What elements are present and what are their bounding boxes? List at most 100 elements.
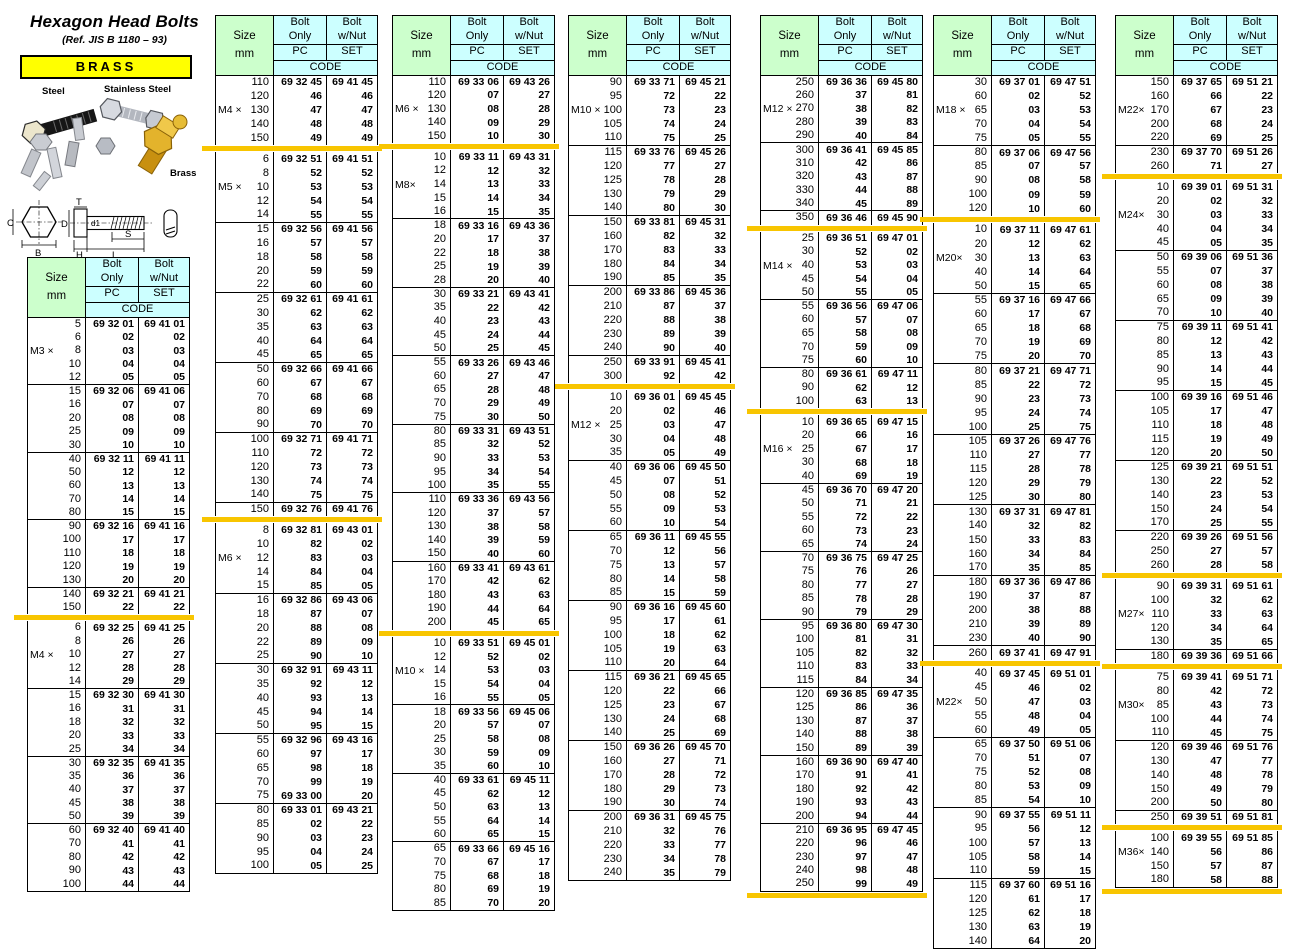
- size-cell: 130: [568, 187, 627, 201]
- pc-code-cell: 37: [991, 589, 1045, 604]
- size-value: 40: [801, 259, 814, 272]
- size-cell: 100: [933, 420, 992, 435]
- size-cell: 140: [1115, 488, 1174, 502]
- set-code-cell: 60: [503, 547, 555, 562]
- pc-code-cell: 69 33 76: [626, 144, 680, 159]
- pc-code-cell: 13: [626, 558, 680, 572]
- pc-code-cell: 23: [991, 392, 1045, 407]
- set-code-cell: 02: [138, 330, 190, 344]
- pc-code-cell: 05: [626, 446, 680, 460]
- size-value: 340: [795, 197, 814, 210]
- pc-code-cell: 49: [273, 131, 327, 145]
- size-value: 70: [974, 117, 987, 130]
- pc-code-cell: 02: [85, 330, 139, 344]
- pc-code-cell: 10: [626, 516, 680, 530]
- table-row: 25 90 10: [215, 649, 378, 663]
- table-row: 140 80 30: [568, 201, 731, 215]
- set-code-cell: 37: [138, 783, 190, 797]
- size-cell: 110: [933, 448, 992, 463]
- size-value: 85: [974, 793, 987, 806]
- table-row: 125 62 18: [933, 906, 1096, 921]
- size-cell: 12: [27, 371, 86, 385]
- size-value: 140: [1150, 845, 1169, 858]
- table-row: 100 09 59: [933, 187, 1096, 202]
- set-code-cell: 29: [138, 675, 190, 689]
- table-row: 14 84 04: [215, 565, 378, 579]
- set-code-cell: 02: [1044, 680, 1096, 696]
- size-cell: 80: [215, 404, 274, 418]
- set-code-cell: 72: [1226, 684, 1278, 698]
- size-cell: 230: [1115, 144, 1174, 159]
- pc-code-cell: 07: [626, 474, 680, 488]
- size-cell: 35: [27, 769, 86, 783]
- size-value: 65: [1156, 292, 1169, 305]
- set-code-cell: 08: [871, 326, 923, 341]
- size-cell: 55: [215, 732, 274, 747]
- header-bolt-wnut: Bolt w/Nut: [1226, 15, 1278, 45]
- size-value: 50: [1156, 250, 1169, 263]
- size-cell: 220: [1115, 131, 1174, 145]
- table-row: 140 23 53: [1115, 488, 1278, 502]
- set-code-cell: 48: [1226, 418, 1278, 432]
- size-prefix: M3 ×: [30, 344, 54, 357]
- size-prefix: M4 ×: [218, 103, 242, 116]
- size-cell: 70: [392, 396, 451, 411]
- size-cell: 140: [392, 116, 451, 130]
- size-value: 85: [433, 896, 446, 909]
- pc-code-cell: 83: [626, 243, 680, 257]
- catalog-table: Size mm Bolt Only Bolt w/Nut PC SET CODE 150 69…: [1101, 15, 1282, 895]
- table-row: 30 68 18: [760, 456, 923, 470]
- size-cell: 50: [760, 496, 819, 511]
- table-row: 180 92 42: [760, 782, 923, 796]
- catalog-table-column-5: Size mm Bolt Only Bolt w/Nut PC SET CODE 250 69…: [746, 15, 927, 899]
- pc-code-cell: 72: [626, 89, 680, 103]
- size-cell: 30: [760, 456, 819, 470]
- size-cell: M18 × 65: [933, 103, 992, 118]
- pc-code-cell: 37: [85, 783, 139, 797]
- pc-code-cell: 03: [626, 418, 680, 432]
- size-value: 90: [433, 451, 446, 464]
- size-cell: 12: [215, 194, 274, 208]
- set-code-cell: 02: [503, 650, 555, 664]
- size-cell: M4 × 130: [215, 103, 274, 117]
- pc-code-cell: 38: [818, 102, 872, 116]
- size-cell: 120: [27, 560, 86, 574]
- set-code-cell: 71: [679, 754, 731, 768]
- size-value: 150: [250, 131, 269, 144]
- size-value: 190: [968, 589, 987, 602]
- size-value: 45: [433, 787, 446, 800]
- table-row: 120 10 60: [933, 201, 1096, 216]
- pc-code-cell: 92: [626, 369, 680, 383]
- pc-code-cell: 73: [626, 103, 680, 117]
- table-row: 10 69 36 65 69 47 15: [760, 415, 923, 429]
- size-cell: 35: [392, 759, 451, 774]
- pc-code-cell: 24: [450, 328, 504, 343]
- table-row: 90 69 36 16 69 45 60: [568, 599, 731, 614]
- size-cell: 125: [568, 698, 627, 712]
- size-cell: 120: [933, 201, 992, 216]
- set-code-cell: 28: [503, 102, 555, 117]
- set-code-cell: 69 43 51: [503, 423, 555, 438]
- size-cell: 45: [933, 680, 992, 696]
- set-code-cell: 69 43 11: [326, 662, 378, 677]
- catalog-table: Size mm Bolt Only Bolt w/Nut PC SET CODE 250 69…: [746, 15, 927, 899]
- size-cell: 90: [27, 519, 86, 533]
- size-cell: 6: [215, 152, 274, 166]
- set-code-cell: 48: [871, 863, 923, 878]
- set-code-cell: 26: [871, 564, 923, 579]
- table-row: 14 29 29: [27, 675, 190, 689]
- size-cell: 90: [27, 864, 86, 878]
- size-value: 30: [974, 251, 987, 264]
- set-code-cell: 49: [1226, 432, 1278, 446]
- set-code-cell: 14: [1044, 850, 1096, 865]
- table-row: 65 74 24: [760, 537, 923, 552]
- catalog-table-column-1: Size mm Bolt Only Bolt w/Nut PC SET CODE 5 69 3…: [13, 257, 194, 892]
- pc-code-cell: 25: [1173, 516, 1227, 530]
- table-row: 50 15 65: [933, 279, 1096, 294]
- set-code-cell: 32: [871, 646, 923, 660]
- size-cell: M22× 170: [1115, 103, 1174, 117]
- size-value: 260: [1150, 159, 1169, 172]
- size-cell: 340: [760, 197, 819, 211]
- size-cell: 25: [392, 732, 451, 746]
- set-code-cell: 37: [871, 714, 923, 728]
